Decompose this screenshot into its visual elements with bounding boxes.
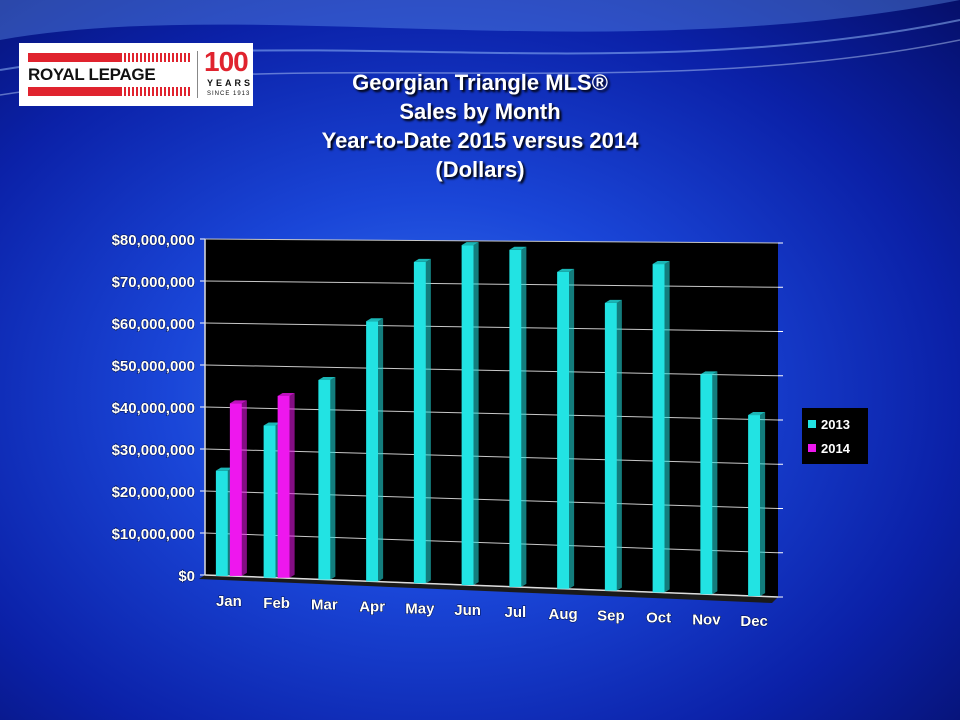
plot-floor [199,575,778,603]
logo-brand-text: ROYAL LEPAGE [28,65,156,84]
title-line-2: Sales by Month [399,99,561,124]
bar-2013-jul [509,249,522,587]
legend-item-2014: 2014 [808,436,868,460]
legend-item-2013: 2013 [808,412,868,436]
bar-2013-feb-top [263,422,281,426]
bar-2013-jan [215,470,228,576]
bar-2013-sep-side [616,299,622,591]
bar-2013-apr [366,321,379,582]
bar-2014-feb-side [289,392,295,578]
gridline [204,238,779,244]
bar-2013-jun [461,245,474,586]
bar-2013-nov-top [700,371,718,375]
bar-2013-mar-side [330,376,336,580]
gridline [204,280,779,288]
chart-title: Georgian Triangle MLS® Sales by Month Ye… [220,68,740,184]
title-line-3: Year-to-Date 2015 versus 2014 [321,128,639,153]
bar-2013-nov [700,374,713,595]
y-tick-label: $60,000,000 [112,316,195,333]
title-line-1: Georgian Triangle MLS® [352,70,608,95]
bar-2014-jan-side [241,400,247,576]
bar-2013-sep-top [604,299,622,303]
bar-2014-feb [277,395,290,578]
x-tick-label: May [405,600,435,617]
bar-2013-mar-top [318,376,336,380]
y-tick-label: $20,000,000 [112,484,195,501]
gridline [204,322,779,332]
title-line-4: (Dollars) [435,157,525,182]
bar-2013-sep [604,302,617,591]
x-tick-label: Oct [646,609,671,626]
x-axis-line [204,574,779,598]
logo-100: 100 [204,46,249,77]
gridline [204,448,779,465]
x-tick-label: Aug [549,606,578,623]
gridline [204,532,779,554]
logo-divider [197,51,198,98]
y-tick-label: $50,000,000 [112,358,195,375]
y-tick-label: $40,000,000 [112,400,195,417]
bar-2013-dec-top [748,412,766,416]
logo-since: SINCE 1913 [207,91,251,97]
bar-2013-oct-side [664,261,670,593]
logo-stripe-top [28,53,190,62]
bar-2013-dec-side [760,412,766,597]
bar-2013-jan-top [215,467,233,471]
bar-2013-dec [748,415,761,597]
bar-2013-apr-top [366,318,384,322]
x-tick-label: Nov [692,611,721,628]
bar-2013-jul-top [509,246,527,250]
legend-swatch-2014 [808,444,816,452]
bar-2013-oct-top [652,261,670,265]
x-tick-label: Mar [311,597,338,614]
bar-2014-jan [229,403,242,576]
x-tick-label: Feb [263,595,290,612]
bar-2013-aug-side [569,268,575,589]
logo-stripe-bottom [28,87,190,96]
bar-2013-jun-top [461,242,479,246]
gridline [204,490,779,509]
plot-area [205,239,778,597]
x-tick-label: Apr [359,598,385,615]
bar-2014-feb-top [277,392,295,396]
bar-2013-may-top [413,258,431,262]
legend-swatch-2013 [808,420,816,428]
bar-2014-jan-top [229,400,247,404]
bar-2013-jul-side [521,246,527,587]
bar-2013-nov-side [712,371,718,595]
x-tick-label: Dec [740,613,768,630]
bar-2013-may [413,261,426,584]
bar-2013-apr-side [378,318,384,582]
y-tick-label: $10,000,000 [112,526,195,543]
x-tick-label: Jun [454,602,481,619]
y-tick-label: $30,000,000 [112,442,195,459]
gridline [204,406,779,421]
y-tick-label: $0 [178,568,195,585]
bar-2013-aug-top [557,268,575,272]
bar-2013-jun-side [473,242,479,586]
legend-label-2014: 2014 [821,440,850,456]
bar-2013-may-side [425,258,431,584]
y-tick-label: $70,000,000 [112,274,195,291]
legend-label-2013: 2013 [821,416,850,432]
x-tick-label: Jul [505,604,527,621]
gridline [204,364,779,377]
bar-2013-feb [263,425,276,578]
bar-2013-aug [557,271,570,589]
bar-2013-mar [318,379,331,580]
logo-years: YEARS [207,78,254,88]
bar-2013-oct [652,264,665,593]
x-tick-label: Sep [597,608,625,625]
x-tick-label: Jan [216,593,242,610]
royal-lepage-logo: ROYAL LEPAGE 100 YEARS SINCE 1913 [19,43,253,106]
chart-legend: 2013 2014 [802,408,868,464]
y-tick-label: $80,000,000 [112,232,195,249]
